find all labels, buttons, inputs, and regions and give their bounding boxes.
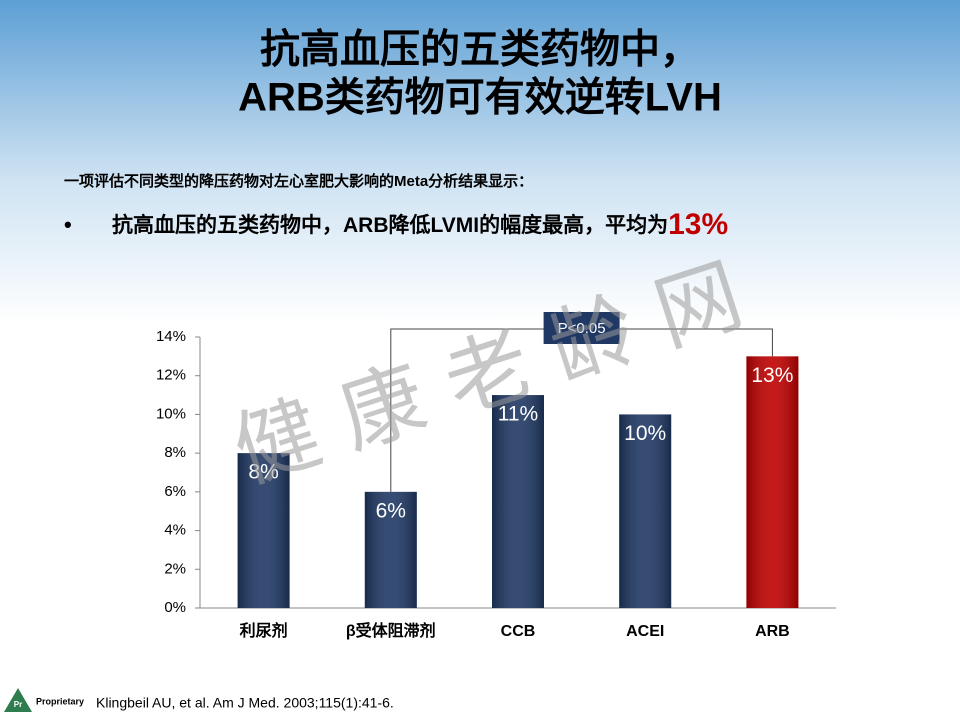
bar-shade <box>746 356 799 608</box>
logo-icon <box>4 688 32 712</box>
citation: Klingbeil AU, et al. Am J Med. 2003;115(… <box>96 695 394 711</box>
annotation-box <box>543 312 620 344</box>
x-tick-label: ARB <box>755 623 790 640</box>
bullet: 抗高血压的五类药物中，ARB降低LVMI的幅度最高，平均为13% <box>112 208 728 241</box>
value-label: 11% <box>498 403 538 426</box>
bullet-highlight: 13% <box>668 208 728 241</box>
logo-text: Proprietary <box>36 696 84 706</box>
bar-shade <box>237 453 290 608</box>
bar-shade <box>492 395 544 608</box>
y-tick-label: 6% <box>164 483 186 500</box>
y-tick-label: 4% <box>164 522 186 539</box>
annotation: P<0.05 <box>558 320 606 337</box>
value-label: 10% <box>624 422 666 445</box>
logo-mark: Pr <box>14 700 22 709</box>
y-tick-label: 0% <box>164 599 186 616</box>
x-tick-label: β受体阻滞剂 <box>346 621 436 640</box>
plot: 0% 2% 4% 6% 8% 10% 12% 14% 利尿剂 8% β受体阻滞剂 6% CCB 11% AC… <box>156 312 836 640</box>
x-tick-label: CCB <box>501 623 536 640</box>
title-line: 抗高血压的五类药物中， <box>260 28 700 72</box>
bullet-dot: • <box>64 212 72 237</box>
bar-shade <box>619 414 672 608</box>
x-tick-label: ACEI <box>626 623 664 640</box>
y-tick-label: 2% <box>164 560 186 577</box>
bar-shade <box>364 491 417 608</box>
value-label: 6% <box>376 499 406 522</box>
y-tick-label: 12% <box>156 367 186 384</box>
y-tick-label: 10% <box>156 405 186 422</box>
bullet-text: 抗高血压的五类药物中，ARB降低LVMI的幅度最高，平均为 <box>112 213 668 237</box>
y-tick-label: 8% <box>164 444 186 461</box>
y-tick-label: 14% <box>156 328 186 345</box>
title-line: ARB类药物可有效逆转LVH <box>238 76 722 120</box>
intro: 一项评估不同类型的降压药物对左心室肥大影响的Meta分析结果显示： <box>64 172 533 190</box>
x-tick-label: 利尿剂 <box>240 621 288 640</box>
value-label: 13% <box>751 364 793 387</box>
value-label: 8% <box>248 461 278 484</box>
